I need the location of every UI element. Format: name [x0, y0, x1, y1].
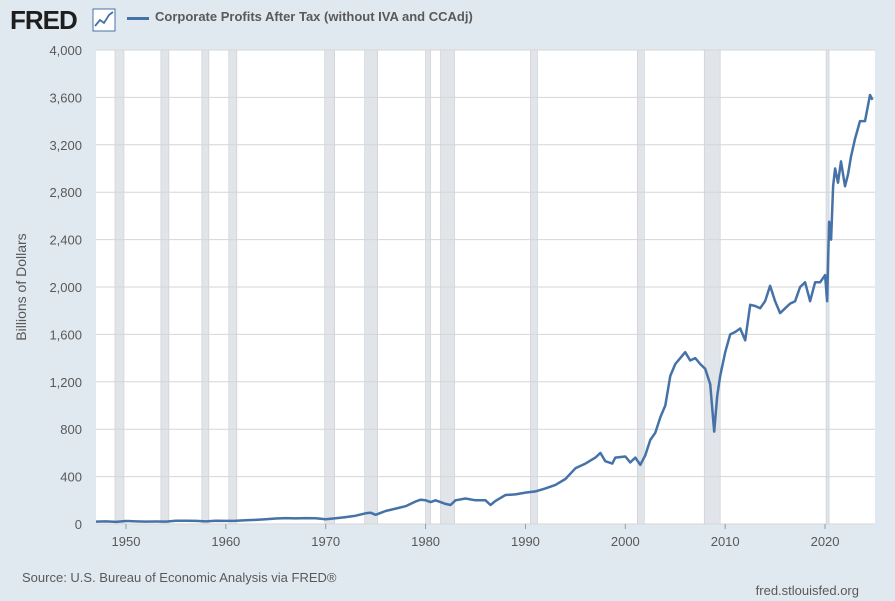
y-axis-ticks: 0 400 800 1,200 1,600 2,000 2,400 2,800 3,200 3,6… — [49, 43, 82, 532]
fred-url-link[interactable]: fred.stlouisfed.org — [755, 583, 859, 598]
y-tick-label: 2,400 — [49, 233, 82, 248]
fred-logo[interactable]: FRED — [10, 5, 78, 35]
x-tick-label: 2000 — [611, 534, 640, 549]
chart-line-icon — [92, 8, 116, 32]
y-tick-label: 4,000 — [49, 43, 82, 58]
x-tick-label: 1980 — [411, 534, 440, 549]
source-text: Source: U.S. Bureau of Economic Analysis… — [22, 570, 337, 585]
y-tick-label: 3,600 — [49, 90, 82, 105]
y-tick-label: 0 — [75, 517, 82, 532]
x-tick-label: 1990 — [511, 534, 540, 549]
x-axis-ticks: 1950 1960 1970 1980 1990 2000 2010 2020 — [112, 524, 840, 549]
chart-header: FRED Corporate Profits After Tax (withou… — [0, 0, 895, 42]
series-line — [95, 93, 874, 524]
y-tick-label: 800 — [60, 422, 82, 437]
x-tick-label: 2020 — [811, 534, 840, 549]
x-tick-label: 1970 — [311, 534, 340, 549]
legend-series-title[interactable]: Corporate Profits After Tax (without IVA… — [155, 9, 473, 24]
y-tick-label: 1,600 — [49, 327, 82, 342]
x-tick-label: 1960 — [211, 534, 240, 549]
legend-swatch — [127, 17, 149, 20]
y-tick-label: 2,000 — [49, 280, 82, 295]
x-tick-label: 2010 — [711, 534, 740, 549]
y-tick-label: 2,800 — [49, 185, 82, 200]
y-tick-label: 400 — [60, 470, 82, 485]
x-tick-label: 1950 — [112, 534, 141, 549]
y-tick-label: 1,200 — [49, 375, 82, 390]
y-tick-label: 3,200 — [49, 138, 82, 153]
y-axis-label: Billions of Dollars — [13, 233, 29, 340]
